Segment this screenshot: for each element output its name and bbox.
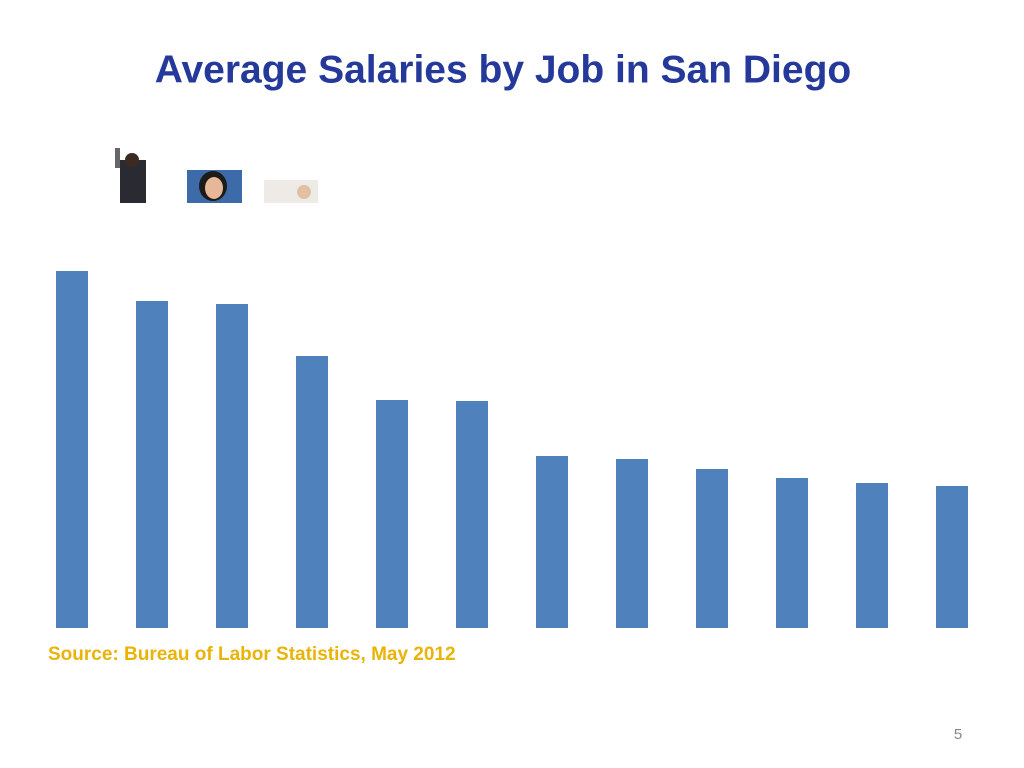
photo-mechanic	[115, 148, 146, 203]
bar	[696, 469, 728, 628]
bar	[376, 400, 408, 628]
bar	[456, 401, 488, 628]
bar	[216, 304, 248, 628]
photo-woman	[187, 170, 242, 203]
bar	[56, 271, 88, 628]
page-number: 5	[954, 726, 962, 743]
bar	[616, 459, 648, 628]
bar	[136, 301, 168, 628]
bar	[776, 478, 808, 628]
bar	[856, 483, 888, 628]
photo-person	[264, 180, 318, 203]
chart-title: Average Salaries by Job in San Diego	[155, 48, 851, 91]
source-note: Source: Bureau of Labor Statistics, May …	[48, 644, 456, 665]
bar	[296, 356, 328, 628]
bar	[536, 456, 568, 628]
bar	[936, 486, 968, 628]
